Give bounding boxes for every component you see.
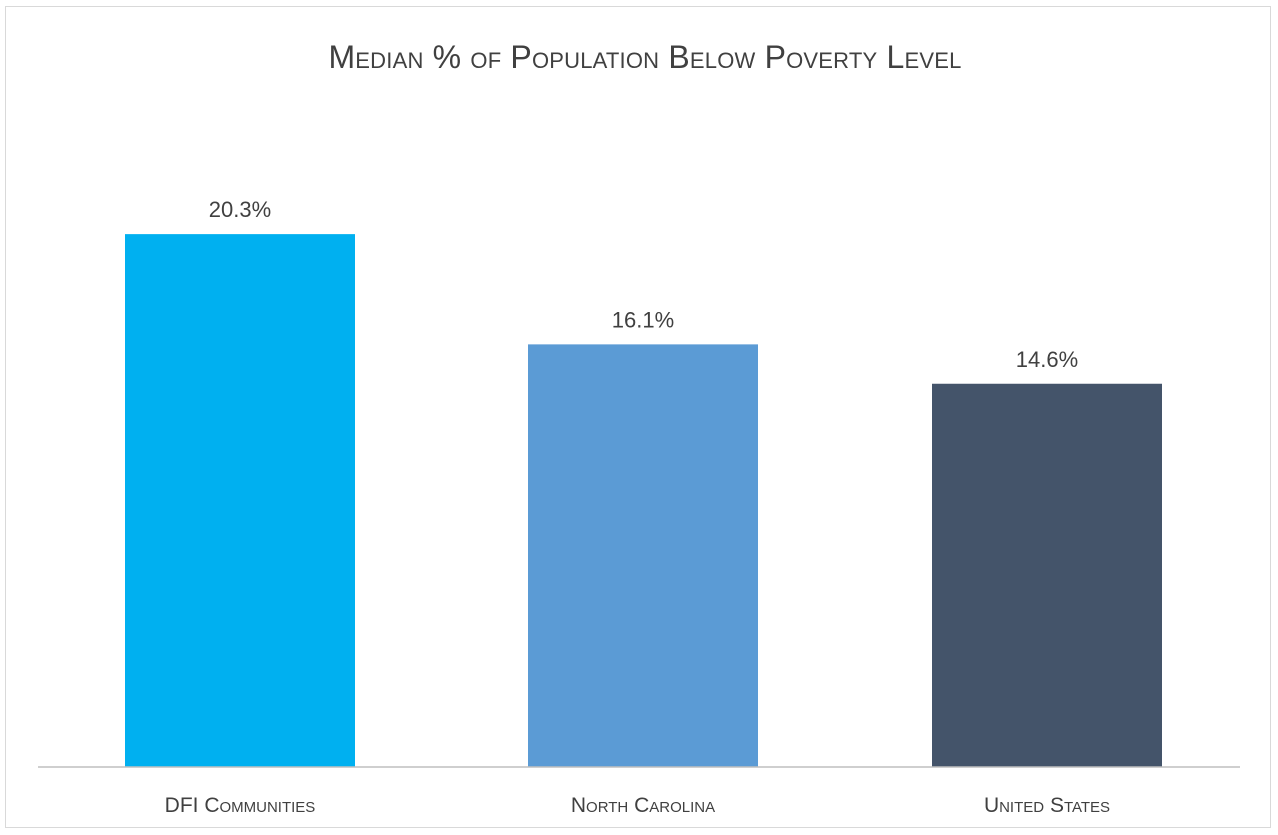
category-label-2: United States bbox=[984, 794, 1110, 817]
bar-1 bbox=[528, 344, 758, 767]
value-labels-group: 20.3% 16.1% 14.6% bbox=[209, 197, 1078, 372]
chart-title: Median % of Population Below Poverty Lev… bbox=[328, 39, 961, 75]
bar-0 bbox=[125, 234, 355, 767]
value-label-0: 20.3% bbox=[209, 197, 271, 222]
category-labels-group: DFI Communities North Carolina United Stat… bbox=[165, 794, 1110, 817]
bars-group bbox=[125, 234, 1162, 767]
value-label-2: 14.6% bbox=[1016, 347, 1078, 372]
category-label-1: North Carolina bbox=[571, 794, 715, 817]
value-label-1: 16.1% bbox=[612, 307, 674, 332]
category-label-0: DFI Communities bbox=[165, 794, 316, 817]
bar-2 bbox=[932, 383, 1162, 767]
